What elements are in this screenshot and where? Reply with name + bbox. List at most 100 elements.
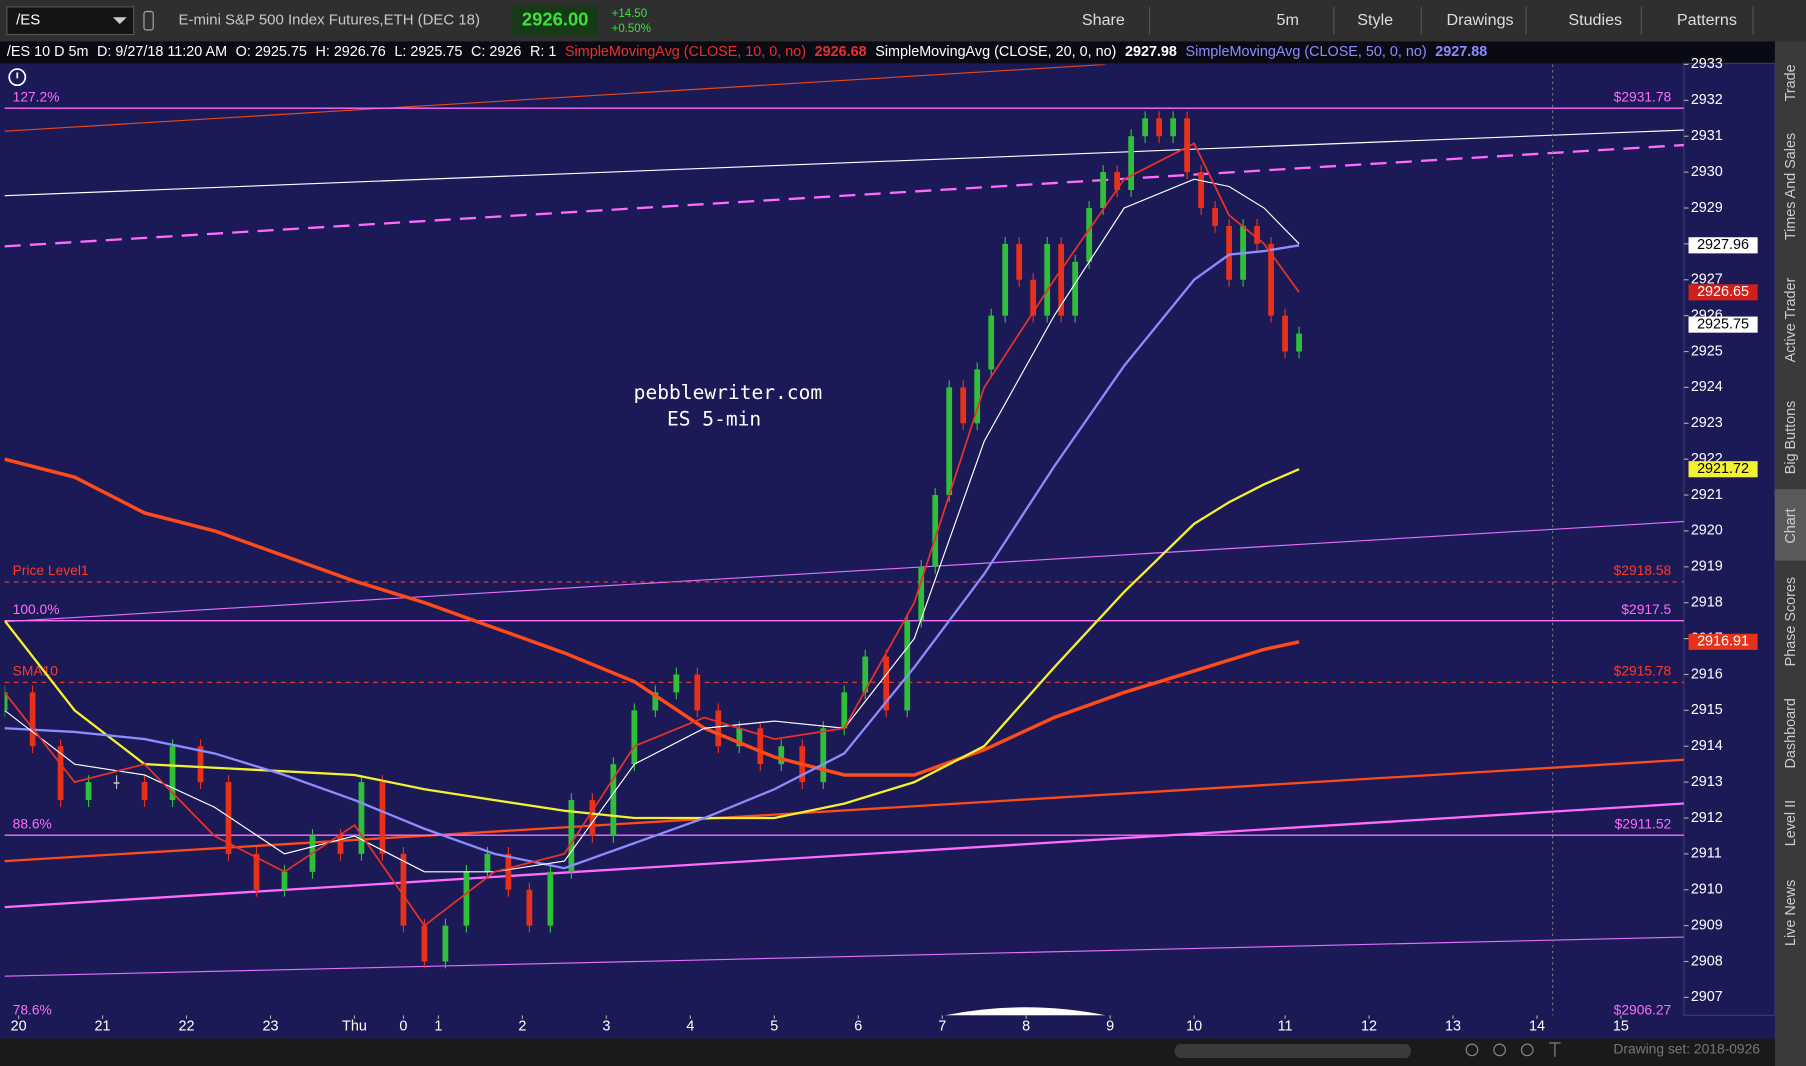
level-label: $2915.78 xyxy=(1614,663,1672,679)
x-tick-label: 11 xyxy=(1278,1019,1293,1035)
info-range: R: 1 xyxy=(530,44,556,60)
x-tick-label: 5 xyxy=(770,1019,778,1035)
link-icon[interactable] xyxy=(143,10,154,31)
side-tab[interactable]: Live News xyxy=(1783,880,1799,946)
last-box xyxy=(512,5,598,36)
candle xyxy=(197,746,204,783)
side-tabs: Trade Times And Sales Active Trader Big But… xyxy=(1774,64,1806,946)
toolbar-button[interactable]: 5m xyxy=(1276,11,1298,29)
circle-drawing xyxy=(944,1007,1106,1016)
candle xyxy=(1170,118,1177,137)
y-tick-label: 2927 xyxy=(1691,272,1723,288)
side-tab[interactable]: Times And Sales xyxy=(1783,133,1799,240)
scrollbar[interactable] xyxy=(1174,1044,1411,1058)
watermark: ES 5-min xyxy=(667,408,761,431)
study-value: 2927.88 xyxy=(1435,44,1487,60)
side-tab[interactable]: Trade xyxy=(1783,64,1799,101)
drawing-tool[interactable] xyxy=(1549,1042,1561,1057)
moving-average xyxy=(4,244,1300,870)
zoom-in[interactable] xyxy=(1493,1043,1506,1057)
price-tag xyxy=(1688,633,1758,650)
candle xyxy=(1282,315,1288,352)
zoom-icon[interactable] xyxy=(1465,1043,1479,1057)
price-tag xyxy=(1688,316,1758,333)
study-value: 2926.68 xyxy=(815,44,867,60)
y-tick-label: 2907 xyxy=(1691,989,1723,1005)
drawing-set: Drawing set: 2018-0926 xyxy=(1613,1041,1760,1057)
level-label: $2911.52 xyxy=(1615,816,1672,832)
moving-average xyxy=(4,178,1300,873)
change: +14.50 xyxy=(612,8,648,20)
y-tick-label: 2921 xyxy=(1691,487,1723,503)
symbol[interactable]: /ES xyxy=(16,12,40,29)
candle xyxy=(358,782,365,854)
candle xyxy=(379,782,386,854)
toolbar-button[interactable]: Patterns xyxy=(1677,11,1737,29)
x-tick-label: 1 xyxy=(434,1019,442,1035)
bottom-bar xyxy=(0,1038,1775,1066)
zoom-controls xyxy=(1465,1042,1561,1057)
x-tick-label: 20 xyxy=(11,1019,27,1035)
toolbar-button[interactable]: Drawings xyxy=(1446,11,1513,29)
x-tick-label: 15 xyxy=(1613,1019,1629,1035)
x-tick-label: 6 xyxy=(854,1019,862,1035)
candle xyxy=(568,800,575,872)
y-tick-label: 2909 xyxy=(1691,917,1723,933)
price-axis xyxy=(1683,62,1776,1016)
candle xyxy=(337,835,344,854)
y-tick-label: 2911 xyxy=(1691,846,1722,862)
candle xyxy=(85,782,92,801)
y-tick-label: 2925 xyxy=(1691,343,1723,359)
candle xyxy=(1296,333,1302,352)
candle xyxy=(169,746,176,801)
candle xyxy=(484,853,491,872)
candle xyxy=(820,728,827,783)
study-value: 2927.98 xyxy=(1125,44,1177,60)
candle xyxy=(113,782,120,784)
side-tab[interactable]: Dashboard xyxy=(1783,698,1799,768)
toolbar-button[interactable]: Style xyxy=(1357,11,1393,29)
trend-line xyxy=(4,143,1684,248)
price-tag xyxy=(1688,284,1758,301)
level-name: 100.0% xyxy=(13,601,60,617)
x-tick-label: 7 xyxy=(938,1019,946,1035)
y-tick-label: 2912 xyxy=(1691,810,1723,826)
info-bar xyxy=(0,41,1775,64)
toolbar-button[interactable]: Share xyxy=(1082,11,1125,29)
candle xyxy=(918,566,925,621)
candle xyxy=(1030,279,1037,316)
side-tab[interactable]: Phase Scores xyxy=(1783,577,1799,666)
candle xyxy=(862,656,869,693)
price-tag-label: 2921.72 xyxy=(1697,461,1749,477)
level-name: 78.6% xyxy=(13,1001,52,1017)
dropdown-icon[interactable] xyxy=(112,17,127,25)
y-tick-label: 2915 xyxy=(1691,702,1723,718)
candle xyxy=(631,710,638,765)
x-tick-label: Thu xyxy=(342,1019,367,1035)
level-label: $2906.27 xyxy=(1614,1001,1672,1017)
candle xyxy=(1114,172,1121,191)
y-tick-label: 2930 xyxy=(1691,164,1723,180)
alert-icon[interactable] xyxy=(8,68,27,87)
side-tab[interactable]: Level II xyxy=(1783,800,1799,846)
symbol-box[interactable] xyxy=(6,6,135,36)
y-tick-label: 2932 xyxy=(1691,92,1723,108)
zoom-out[interactable] xyxy=(1520,1043,1534,1057)
y-tick-label: 2923 xyxy=(1691,415,1723,431)
trend-line xyxy=(4,936,1684,977)
x-tick-label: 2 xyxy=(518,1019,526,1035)
x-tick-label: 9 xyxy=(1106,1019,1114,1035)
side-tab[interactable]: Big Buttons xyxy=(1783,401,1799,475)
info-close: C: 2926 xyxy=(471,44,521,60)
toolbar-button[interactable]: Studies xyxy=(1568,11,1622,29)
price-tag-label: 2927.96 xyxy=(1697,237,1749,253)
level-label: $2931.78 xyxy=(1614,89,1672,105)
side-tab[interactable]: Chart xyxy=(1783,509,1799,544)
y-tick-label: 2908 xyxy=(1691,953,1723,969)
x-tick-label: 21 xyxy=(95,1019,111,1035)
candle xyxy=(988,315,995,370)
side-tab[interactable]: Active Trader xyxy=(1783,277,1799,362)
axes: 2907290829092910291129122913291429152916… xyxy=(11,56,1758,1035)
info-high: H: 2926.76 xyxy=(315,44,385,60)
